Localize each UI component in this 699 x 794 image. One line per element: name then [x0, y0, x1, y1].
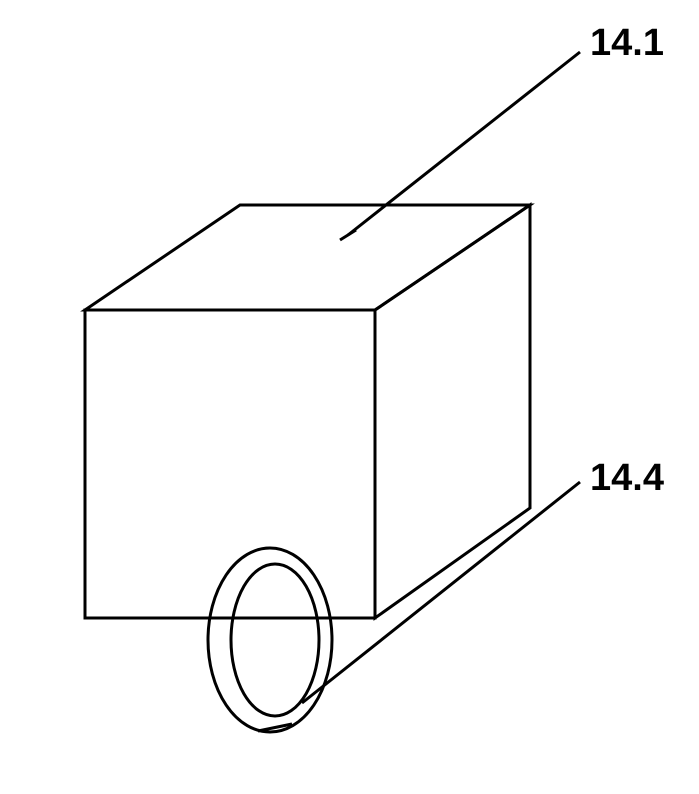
label-bottom: 14.4: [590, 457, 664, 499]
wheel-inner: [231, 564, 319, 716]
label-top: 14.1: [590, 22, 664, 64]
technical-diagram: 14.1 14.4: [0, 0, 699, 794]
box-top-face: [85, 205, 530, 310]
box-right-face: [375, 205, 530, 618]
leader-line-top: [348, 52, 580, 235]
leader-line-bottom: [302, 482, 580, 703]
wheel-outer: [208, 548, 332, 732]
